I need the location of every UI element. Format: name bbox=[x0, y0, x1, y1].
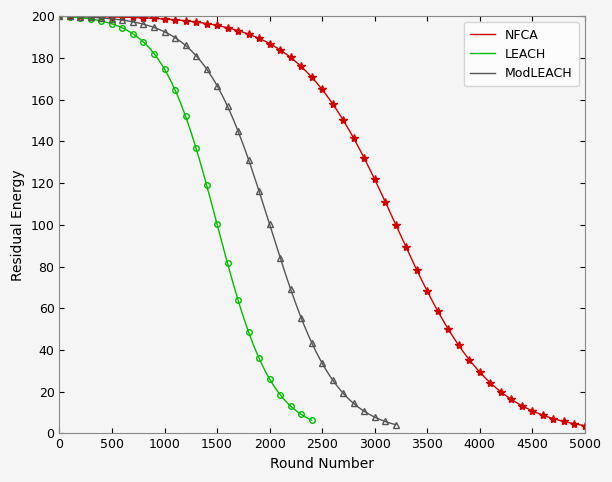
ModLEACH bbox=[165, 31, 172, 37]
Y-axis label: Residual Energy: Residual Energy bbox=[11, 169, 25, 281]
ModLEACH bbox=[268, 228, 275, 234]
ModLEACH bbox=[392, 422, 400, 428]
Line: ModLEACH: ModLEACH bbox=[59, 16, 396, 425]
NFCA bbox=[529, 408, 537, 414]
ModLEACH bbox=[317, 358, 324, 363]
Line: LEACH: LEACH bbox=[59, 16, 312, 420]
ModLEACH bbox=[322, 366, 329, 372]
ModLEACH bbox=[180, 40, 187, 46]
NFCA bbox=[419, 279, 427, 285]
LEACH bbox=[78, 15, 85, 21]
Legend: NFCA, LEACH, ModLEACH: NFCA, LEACH, ModLEACH bbox=[463, 22, 578, 86]
LEACH bbox=[56, 13, 63, 19]
NFCA bbox=[56, 13, 63, 19]
LEACH bbox=[239, 310, 246, 316]
NFCA bbox=[547, 415, 554, 421]
LEACH bbox=[266, 377, 274, 383]
NFCA bbox=[159, 16, 166, 22]
X-axis label: Round Number: Round Number bbox=[270, 457, 374, 471]
ModLEACH bbox=[56, 13, 63, 19]
Line: NFCA: NFCA bbox=[59, 16, 585, 426]
LEACH bbox=[143, 42, 151, 48]
LEACH bbox=[149, 49, 156, 54]
NFCA bbox=[581, 423, 589, 428]
NFCA bbox=[543, 414, 551, 419]
LEACH bbox=[235, 299, 242, 305]
ModLEACH bbox=[282, 270, 289, 276]
LEACH bbox=[308, 417, 315, 423]
NFCA bbox=[310, 76, 317, 81]
